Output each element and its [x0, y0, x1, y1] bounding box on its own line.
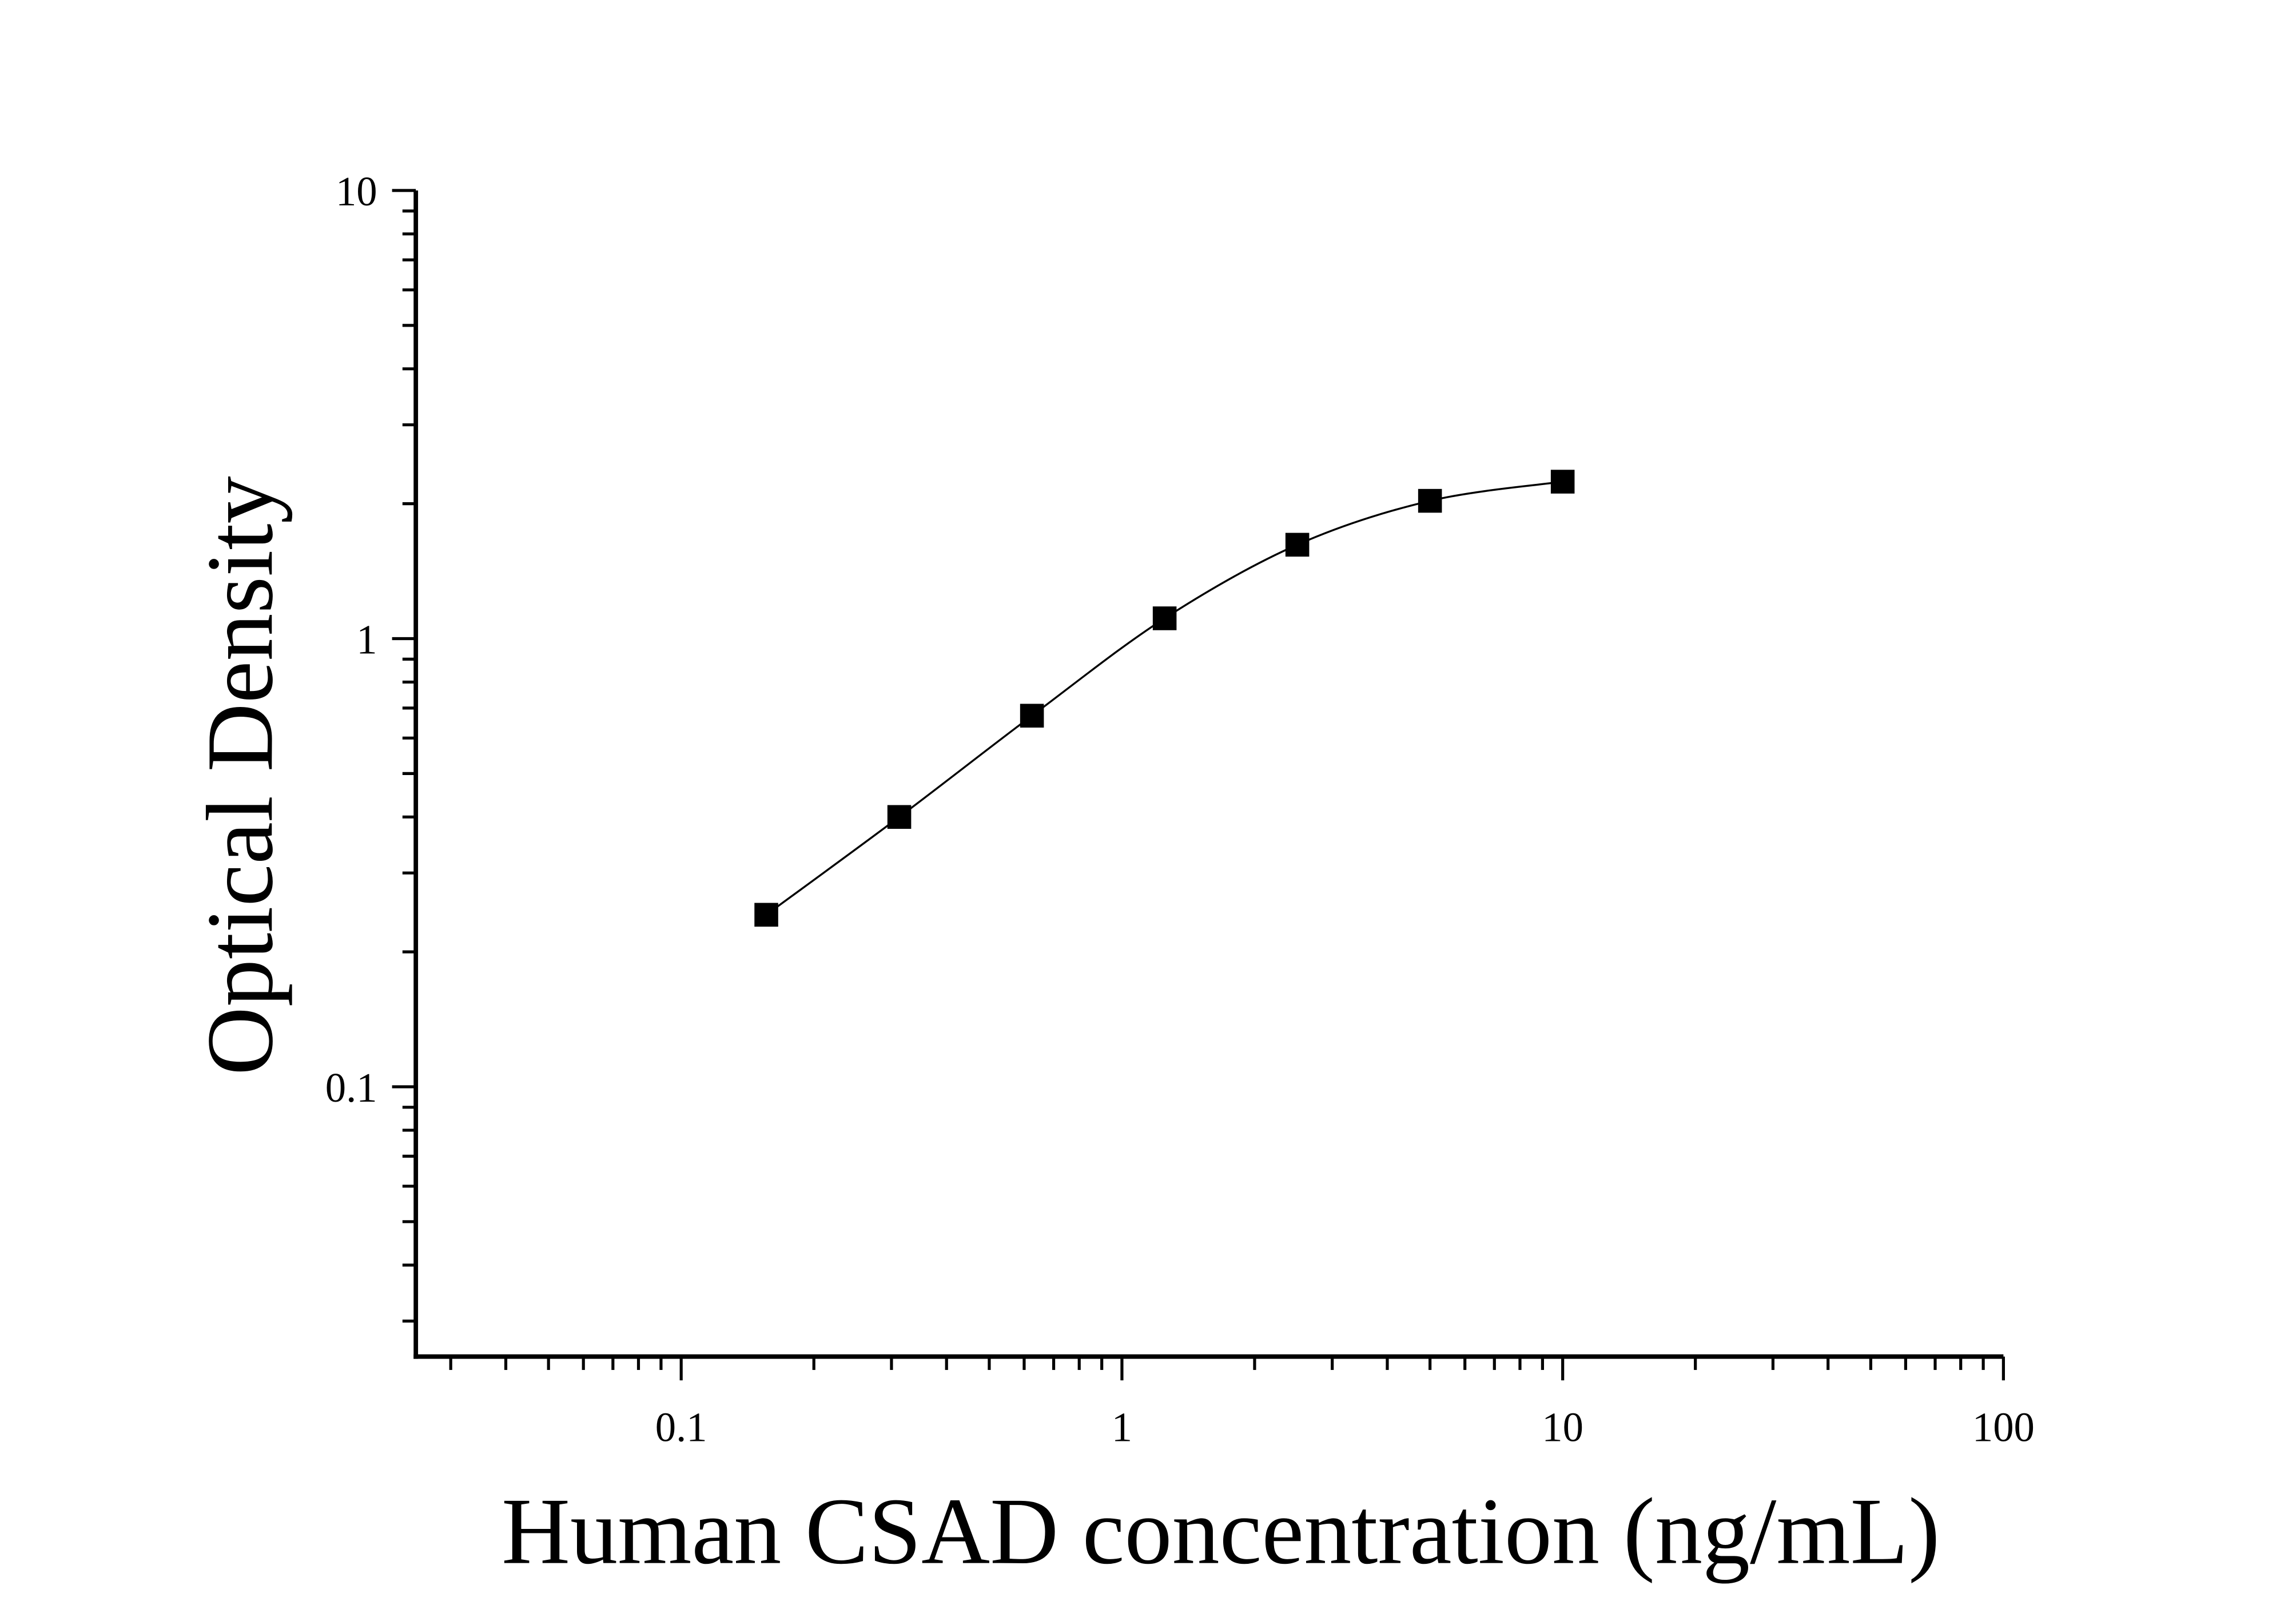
y-axis-title: Optical Density [187, 476, 292, 1075]
y-tick-label: 0.1 [325, 1064, 377, 1111]
data-point [887, 805, 912, 829]
x-tick-label: 1 [1112, 1404, 1132, 1451]
data-point [754, 903, 778, 927]
x-tick-label: 10 [1542, 1404, 1583, 1451]
y-tick-label: 10 [336, 168, 377, 214]
x-tick-label: 0.1 [655, 1404, 707, 1451]
data-point [1152, 606, 1177, 630]
x-axis-title: Human CSAD concentration (ng/mL) [502, 1479, 1940, 1584]
x-tick-label: 100 [1972, 1404, 2035, 1451]
data-point [1550, 470, 1575, 494]
fit-curve [766, 480, 1563, 916]
y-tick-label: 1 [356, 616, 377, 662]
plot-area: 0.1 1 10 100 0.1 1 10 [325, 168, 2035, 1451]
data-point [1418, 488, 1442, 513]
data-point [1020, 704, 1044, 728]
data-point [1285, 533, 1310, 557]
